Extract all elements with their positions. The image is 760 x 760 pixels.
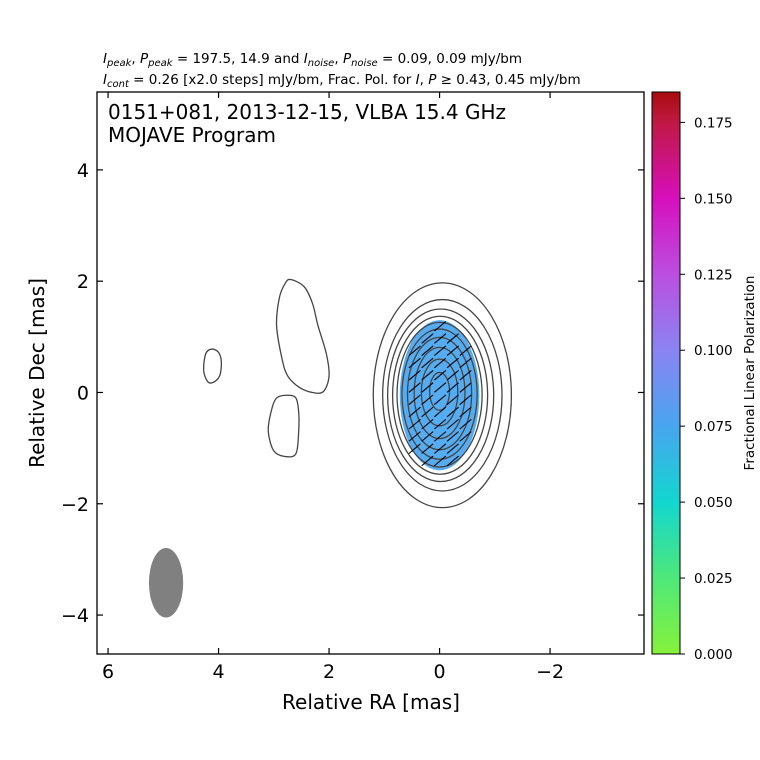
x-tick-label: 6: [102, 661, 114, 683]
colorbar-tick-label: 0.000: [694, 647, 733, 663]
evpa-vector: [434, 357, 447, 369]
evpa-vector: [434, 431, 447, 442]
core-contour-9: [420, 358, 459, 427]
evpa-vector: [434, 345, 447, 356]
evpa-vector: [421, 345, 434, 356]
core-contour-4: [391, 315, 489, 475]
y-tick-label: 0: [77, 382, 89, 404]
header-line-2: Icont = 0.26 [x2.0 steps] mJy/bm, Frac. …: [103, 72, 581, 90]
x-axis-label: Relative RA [mas]: [282, 690, 460, 714]
north-jet-blob: [275, 278, 330, 394]
evpa-vector: [446, 443, 459, 454]
evpa-vector: [459, 357, 472, 369]
evpa-vector: [421, 382, 434, 393]
evpa-vector: [434, 443, 447, 454]
y-tick-label: 4: [77, 160, 89, 182]
core-contour-10: [428, 371, 451, 411]
colorbar-tick-label: 0.075: [694, 419, 733, 435]
x-tick-label: 0: [434, 661, 446, 683]
evpa-vector: [434, 321, 447, 332]
evpa-vector: [446, 333, 459, 344]
y-axis-label: Relative Dec [mas]: [25, 278, 49, 468]
evpa-vector: [434, 455, 447, 467]
evpa-vector: [421, 418, 434, 430]
evpa-vector: [408, 443, 421, 454]
colorbar-tick-label: 0.175: [694, 115, 733, 131]
evpa-vector: [446, 394, 459, 405]
colorbar-tick-label: 0.100: [694, 343, 733, 359]
core-contour-6: [401, 328, 478, 460]
evpa-vector: [421, 333, 434, 344]
evpa-vector: [434, 418, 447, 430]
evpa-vector: [446, 431, 459, 442]
evpa-vector: [408, 357, 421, 369]
evpa-vector: [459, 406, 472, 418]
core-contour-8: [413, 346, 466, 440]
x-tick-label: 4: [213, 661, 225, 683]
evpa-vector: [421, 431, 434, 442]
colorbar-label: Fractional Linear Polarization: [742, 276, 758, 471]
evpa-vector: [434, 382, 447, 393]
evpa-vector: [446, 418, 459, 430]
y-tick-label: −4: [61, 605, 89, 627]
x-tick-label: 2: [323, 661, 335, 683]
evpa-vector: [459, 394, 472, 405]
evpa-vector: [459, 382, 472, 393]
colorbar-tick-label: 0.025: [694, 571, 733, 587]
colorbar-tick-label: 0.050: [694, 495, 733, 511]
evpa-vector: [421, 406, 434, 418]
evpa-vector: [446, 382, 459, 393]
evpa-vector: [408, 406, 421, 418]
evpa-vector: [421, 455, 434, 467]
chart-title-line-2: MOJAVE Program: [108, 123, 276, 147]
core-contour-3: [386, 308, 495, 483]
evpa-vector: [434, 369, 447, 381]
evpa-vector: [446, 406, 459, 418]
chart-title-line-1: 0151+081, 2013-12-15, VLBA 15.4 GHz: [108, 100, 506, 124]
x-tick-label: −2: [536, 661, 564, 683]
colorbar-tick-label: 0.125: [694, 267, 733, 283]
evpa-vector: [421, 394, 434, 405]
evpa-vector: [446, 357, 459, 369]
y-tick-label: 2: [77, 271, 89, 293]
evpa-vector: [446, 455, 459, 467]
evpa-vector: [408, 369, 421, 381]
evpa-vector: [408, 431, 421, 442]
core-contour-5: [396, 321, 483, 468]
evpa-vector: [408, 345, 421, 356]
evpa-vector: [408, 394, 421, 405]
beam-ellipse: [148, 547, 184, 618]
evpa-vector: [408, 382, 421, 393]
evpa-vector: [446, 369, 459, 381]
colorbar: [651, 91, 681, 655]
evpa-vector: [408, 418, 421, 430]
west-jet-blob: [202, 348, 223, 384]
south-jet-blob: [267, 394, 300, 458]
evpa-vector: [421, 443, 434, 454]
evpa-vector: [459, 369, 472, 381]
evpa-vector: [446, 345, 459, 356]
y-tick-label: −2: [61, 494, 89, 516]
polarization-region: [399, 320, 480, 471]
evpa-vector: [434, 406, 447, 418]
header-line-1: Ipeak, Ppeak = 197.5, 14.9 and Inoise, P…: [103, 51, 522, 69]
evpa-vector: [459, 345, 472, 356]
evpa-vector: [421, 369, 434, 381]
evpa-vector: [459, 418, 472, 430]
evpa-vector: [434, 333, 447, 344]
colorbar-tick-label: 0.150: [694, 191, 733, 207]
core-contour-1: [372, 282, 513, 509]
evpa-vector: [421, 357, 434, 369]
plot-frame: [96, 91, 645, 655]
evpa-vector: [459, 431, 472, 442]
evpa-vector: [434, 394, 447, 405]
core-contour-2: [382, 298, 503, 492]
